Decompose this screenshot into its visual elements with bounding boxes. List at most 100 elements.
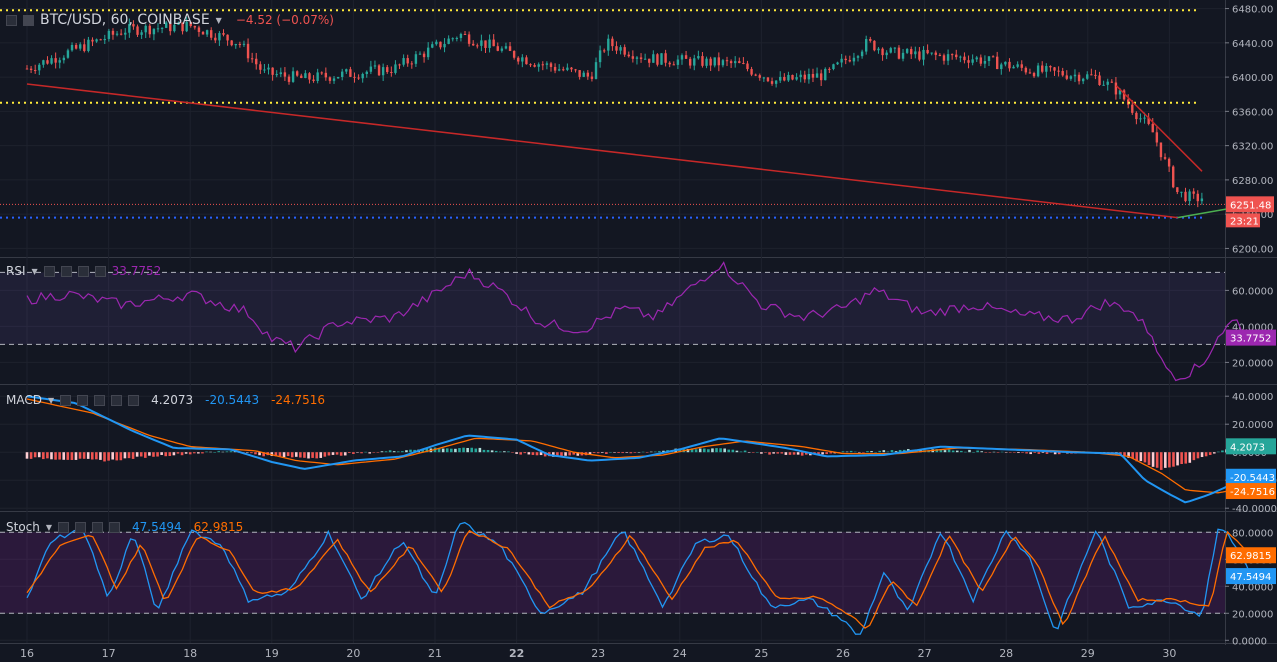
candle-body xyxy=(709,58,712,66)
candle-body xyxy=(1172,166,1175,188)
close-icon[interactable] xyxy=(128,394,140,406)
macd-histogram-bar xyxy=(1147,452,1151,466)
candle-body xyxy=(25,68,29,70)
y-tick-label: 40.0000 xyxy=(1232,392,1273,403)
candle-body xyxy=(762,77,766,79)
settings-icon[interactable] xyxy=(60,265,72,277)
candle-body xyxy=(275,74,278,76)
eye-icon[interactable] xyxy=(43,265,55,277)
macd-histogram-bar xyxy=(723,448,726,453)
x-tick-label: 29 xyxy=(1081,647,1095,660)
eye-icon[interactable] xyxy=(58,521,70,533)
symbol-title[interactable]: BTC/USD, 60, COINBASE xyxy=(40,12,210,28)
macd-histogram-bar xyxy=(894,451,898,453)
macd-histogram-bar xyxy=(1139,452,1143,462)
macd-histogram-bar xyxy=(372,452,376,453)
macd-histogram-bar xyxy=(107,452,110,461)
candle-body xyxy=(840,58,843,63)
macd-histogram-bar xyxy=(515,452,518,454)
candle-body xyxy=(169,22,172,32)
macd-histogram-bar xyxy=(919,449,922,453)
chevron-down-icon[interactable]: ▼ xyxy=(215,15,222,25)
candle-body xyxy=(545,63,549,65)
candle-body xyxy=(488,39,491,48)
main-pane-header: BTC/USD, 60, COINBASE ▼ −4.52 (−0.07%) xyxy=(6,12,334,28)
candle-body xyxy=(631,56,635,59)
candle-body xyxy=(50,58,53,64)
macd-label[interactable]: MACD xyxy=(6,393,42,407)
candle-body xyxy=(1094,74,1097,76)
settings-icon[interactable] xyxy=(75,521,87,533)
stoch-label[interactable]: Stoch xyxy=(6,520,40,534)
candle-body xyxy=(255,58,258,65)
source-code-icon[interactable] xyxy=(77,265,89,277)
candle-body xyxy=(1098,75,1101,86)
rsi-series-line xyxy=(26,261,1252,382)
macd-histogram-bar xyxy=(486,449,490,453)
candle-body xyxy=(1131,104,1134,113)
chevron-down-icon[interactable]: ▼ xyxy=(47,395,55,405)
candle-body xyxy=(819,73,823,81)
candle-body xyxy=(1155,132,1159,143)
candle-body xyxy=(95,39,98,42)
candle-body xyxy=(283,72,287,77)
collapse-pane-icon[interactable] xyxy=(6,14,17,26)
macd-histogram-bar xyxy=(246,452,249,453)
chevron-down-icon[interactable]: ▼ xyxy=(31,266,38,276)
candle-body xyxy=(836,62,839,65)
macd-histogram-bar xyxy=(637,452,641,453)
macd-histogram-bar xyxy=(201,452,204,454)
macd-histogram-bar xyxy=(964,451,967,453)
candle-body xyxy=(979,57,983,64)
candle-body xyxy=(889,48,892,53)
flag-icon[interactable] xyxy=(23,14,34,26)
macd-histogram-bar xyxy=(413,449,416,453)
macd-line-value-label: -20.5443 xyxy=(1230,473,1275,484)
macd-histogram-bar xyxy=(229,451,233,453)
more-icon[interactable] xyxy=(109,521,121,533)
macd-histogram-bar xyxy=(274,452,278,457)
macd-histogram-bar xyxy=(690,448,694,453)
macd-histogram-bar xyxy=(50,452,53,460)
candle-body xyxy=(1024,67,1028,73)
candle-body xyxy=(238,43,242,45)
macd-histogram-bar xyxy=(862,452,865,453)
macd-histogram-bar xyxy=(633,452,637,453)
more-icon[interactable] xyxy=(94,265,106,277)
eye-icon[interactable] xyxy=(60,394,72,406)
macd-histogram-bar xyxy=(960,450,963,453)
candle-body xyxy=(414,54,418,64)
candle-body xyxy=(54,58,57,63)
macd-histogram-bar xyxy=(396,451,400,453)
candle-body xyxy=(336,76,340,79)
source-code-icon[interactable] xyxy=(94,394,106,406)
macd-line-value-badge xyxy=(1226,468,1276,485)
candle-body xyxy=(1032,73,1036,77)
candle-body xyxy=(799,74,802,78)
candle-body xyxy=(300,75,303,79)
macd-histogram-bar xyxy=(1127,452,1130,458)
macd-histogram-bar xyxy=(592,452,596,454)
candle-body xyxy=(693,58,696,66)
candle-body xyxy=(234,43,237,46)
candle-body xyxy=(766,77,770,82)
macd-histogram-bar xyxy=(1168,452,1171,468)
macd-histogram-bar xyxy=(527,452,531,455)
candle-body xyxy=(373,65,377,67)
price-change: −4.52 (−0.07%) xyxy=(235,13,334,27)
macd-histogram-bar xyxy=(576,452,580,456)
candle-body xyxy=(402,58,405,65)
macd-histogram-bar xyxy=(131,452,135,459)
candle-body xyxy=(226,34,229,41)
candle-body xyxy=(603,50,606,52)
rsi-label[interactable]: RSI xyxy=(6,264,26,278)
candle-body xyxy=(1077,74,1081,82)
macd-histogram-bar xyxy=(445,448,449,453)
more-icon[interactable] xyxy=(111,394,123,406)
chevron-down-icon[interactable]: ▼ xyxy=(45,522,53,532)
macd-histogram-bar xyxy=(90,452,94,460)
source-code-icon[interactable] xyxy=(92,521,104,533)
macd-histogram-bar xyxy=(33,452,37,458)
settings-icon[interactable] xyxy=(77,394,89,406)
